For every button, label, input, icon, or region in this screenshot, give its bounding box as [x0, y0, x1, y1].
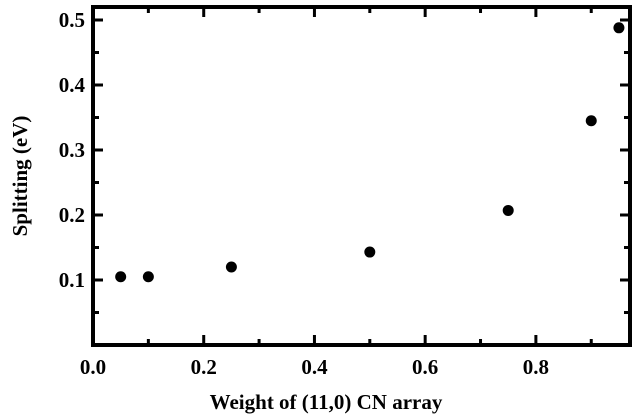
- data-point: [364, 246, 376, 258]
- y-tick-label: 0.2: [59, 203, 85, 227]
- points-layer: [115, 22, 625, 283]
- ticks-layer: 0.0 0.2 0.4 0.6 0.8 0.1 0.2 0.3 0.4 0.5: [59, 7, 630, 379]
- x-tick-label: 0.6: [412, 355, 438, 379]
- y-tick-label: 0.3: [59, 138, 85, 162]
- data-point: [115, 271, 127, 283]
- data-point: [502, 204, 514, 216]
- data-point: [142, 271, 154, 283]
- plot-frame: [91, 5, 632, 347]
- data-point: [225, 261, 237, 273]
- y-tick-label: 0.1: [59, 268, 85, 292]
- data-point: [585, 115, 597, 127]
- x-tick-label: 0.8: [523, 355, 549, 379]
- x-tick-label: 0.2: [191, 355, 217, 379]
- y-tick-label: 0.5: [59, 8, 85, 32]
- x-tick-label: 0.4: [301, 355, 328, 379]
- y-axis-title: Splitting (eV): [8, 116, 32, 237]
- y-tick-label: 0.4: [59, 73, 86, 97]
- x-axis-title: Weight of (11,0) CN array: [210, 390, 443, 414]
- x-tick-label: 0.0: [80, 355, 106, 379]
- data-point: [613, 22, 625, 34]
